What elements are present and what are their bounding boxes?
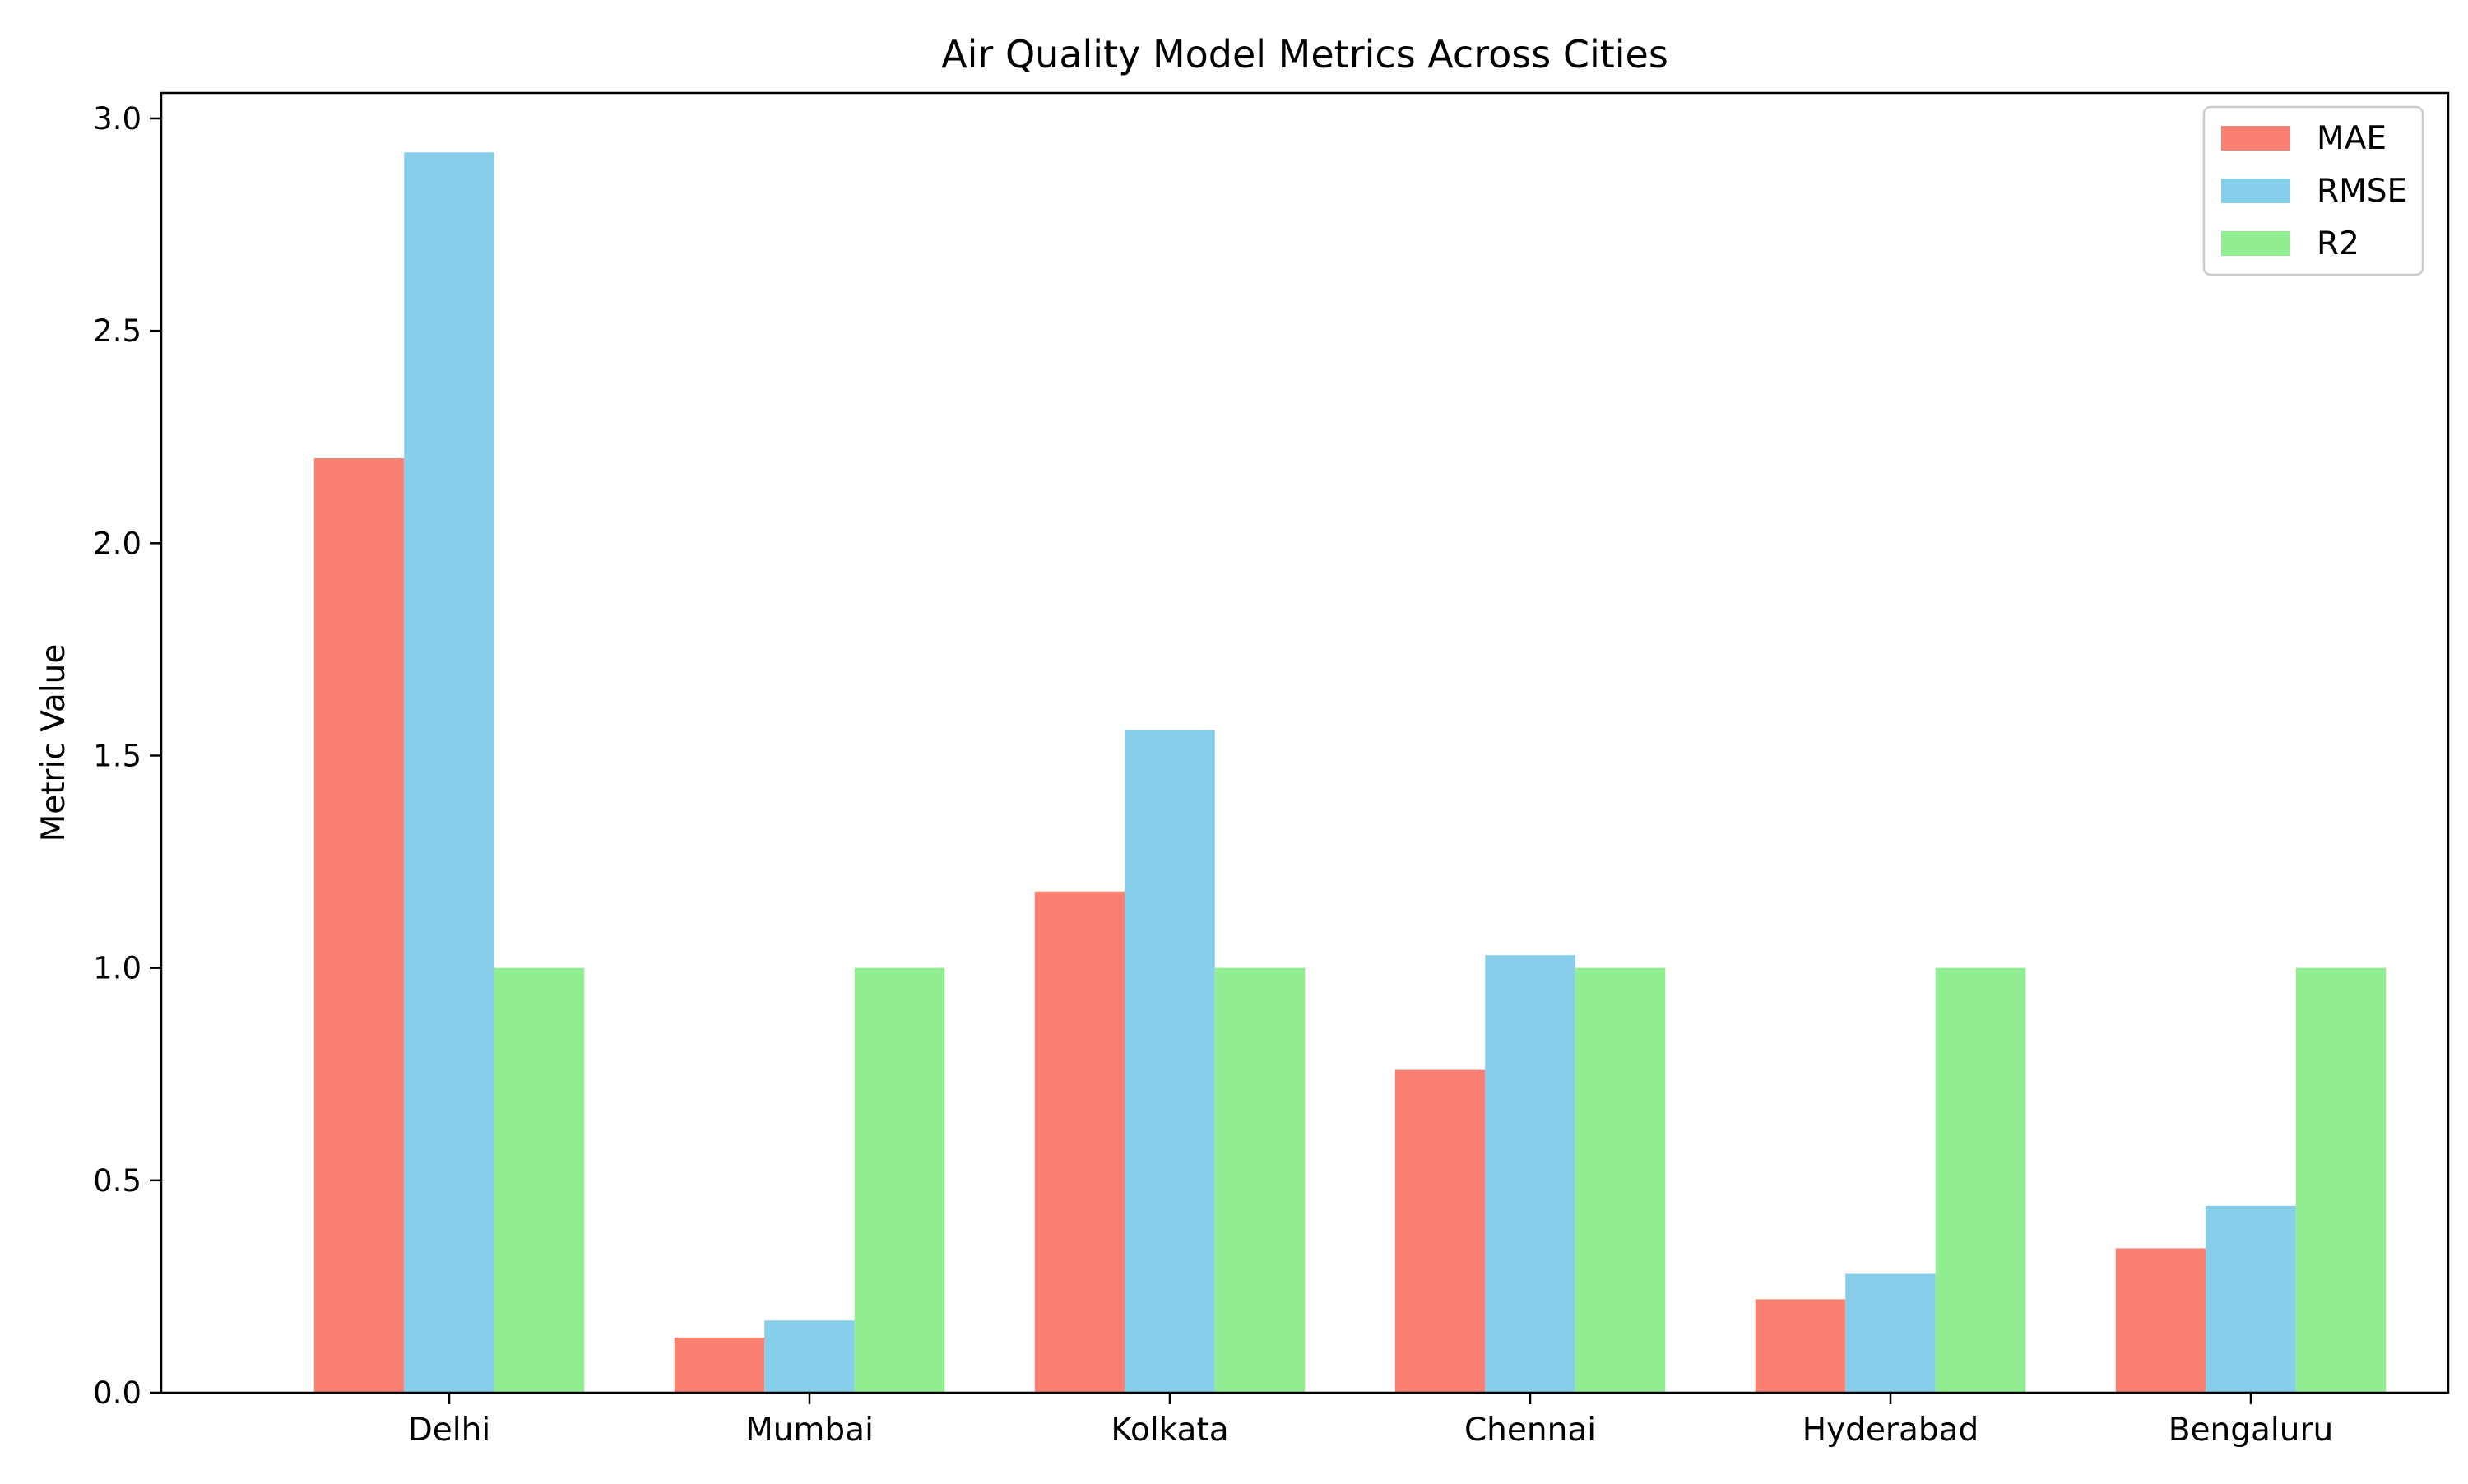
bar-r2-mumbai — [854, 967, 945, 1393]
y-tick-label: 1.0 — [93, 951, 141, 986]
legend-swatch-r2 — [2221, 231, 2290, 256]
bar-rmse-bengaluru — [2206, 1205, 2296, 1393]
bar-mae-kolkata — [1034, 891, 1125, 1393]
legend-label-mae: MAE — [2317, 120, 2387, 157]
y-tick-label: 2.5 — [93, 313, 141, 349]
y-tick-label: 0.0 — [93, 1375, 141, 1411]
bar-rmse-chennai — [1485, 955, 1575, 1393]
y-tick-label: 2.0 — [93, 526, 141, 561]
bar-rmse-kolkata — [1125, 730, 1215, 1393]
legend-swatch-mae — [2221, 126, 2290, 151]
x-tick-label-kolkata: Kolkata — [1111, 1412, 1228, 1449]
bar-mae-delhi — [313, 458, 405, 1394]
y-axis: 0.0 0.5 1.0 1.5 2.0 2.5 3.0 — [93, 101, 161, 1411]
bars-layer — [313, 152, 2387, 1394]
legend: MAE RMSE R2 — [2202, 105, 2424, 276]
x-tick-label-hyderabad: Hyderabad — [1802, 1412, 1979, 1449]
bar-mae-hyderabad — [1755, 1299, 1846, 1393]
bar-rmse-mumbai — [764, 1320, 855, 1393]
y-tick-label: 1.5 — [93, 738, 141, 773]
y-tick-label: 3.0 — [93, 101, 141, 137]
bar-rmse-delhi — [404, 152, 494, 1393]
x-tick-label-mumbai: Mumbai — [745, 1412, 874, 1449]
bar-mae-bengaluru — [2115, 1248, 2206, 1393]
legend-swatch-rmse — [2221, 179, 2290, 203]
legend-label-r2: R2 — [2317, 225, 2359, 262]
bar-r2-delhi — [494, 967, 585, 1393]
bar-rmse-hyderabad — [1845, 1273, 1936, 1393]
x-tick-label-delhi: Delhi — [408, 1412, 490, 1449]
y-tick-label: 0.5 — [93, 1163, 141, 1199]
plot-frame — [160, 91, 2450, 1394]
bar-r2-bengaluru — [2295, 967, 2387, 1393]
legend-items: MAE RMSE R2 — [2221, 120, 2407, 262]
x-axis: Delhi Mumbai Kolkata Chennai Hyderabad Bengal… — [408, 1393, 2333, 1449]
chart-title: Air Quality Model Metrics Across Cities — [941, 32, 1668, 77]
x-tick-label-bengaluru: Bengaluru — [2169, 1412, 2333, 1449]
bar-mae-chennai — [1394, 1069, 1486, 1393]
y-axis-label: Metric Value — [35, 644, 72, 842]
bar-r2-hyderabad — [1935, 967, 2026, 1393]
legend-label-rmse: RMSE — [2317, 173, 2407, 210]
bar-mae-mumbai — [674, 1337, 765, 1393]
x-tick-label-chennai: Chennai — [1464, 1412, 1596, 1449]
bar-r2-chennai — [1575, 967, 1666, 1393]
bar-r2-kolkata — [1214, 967, 1306, 1393]
